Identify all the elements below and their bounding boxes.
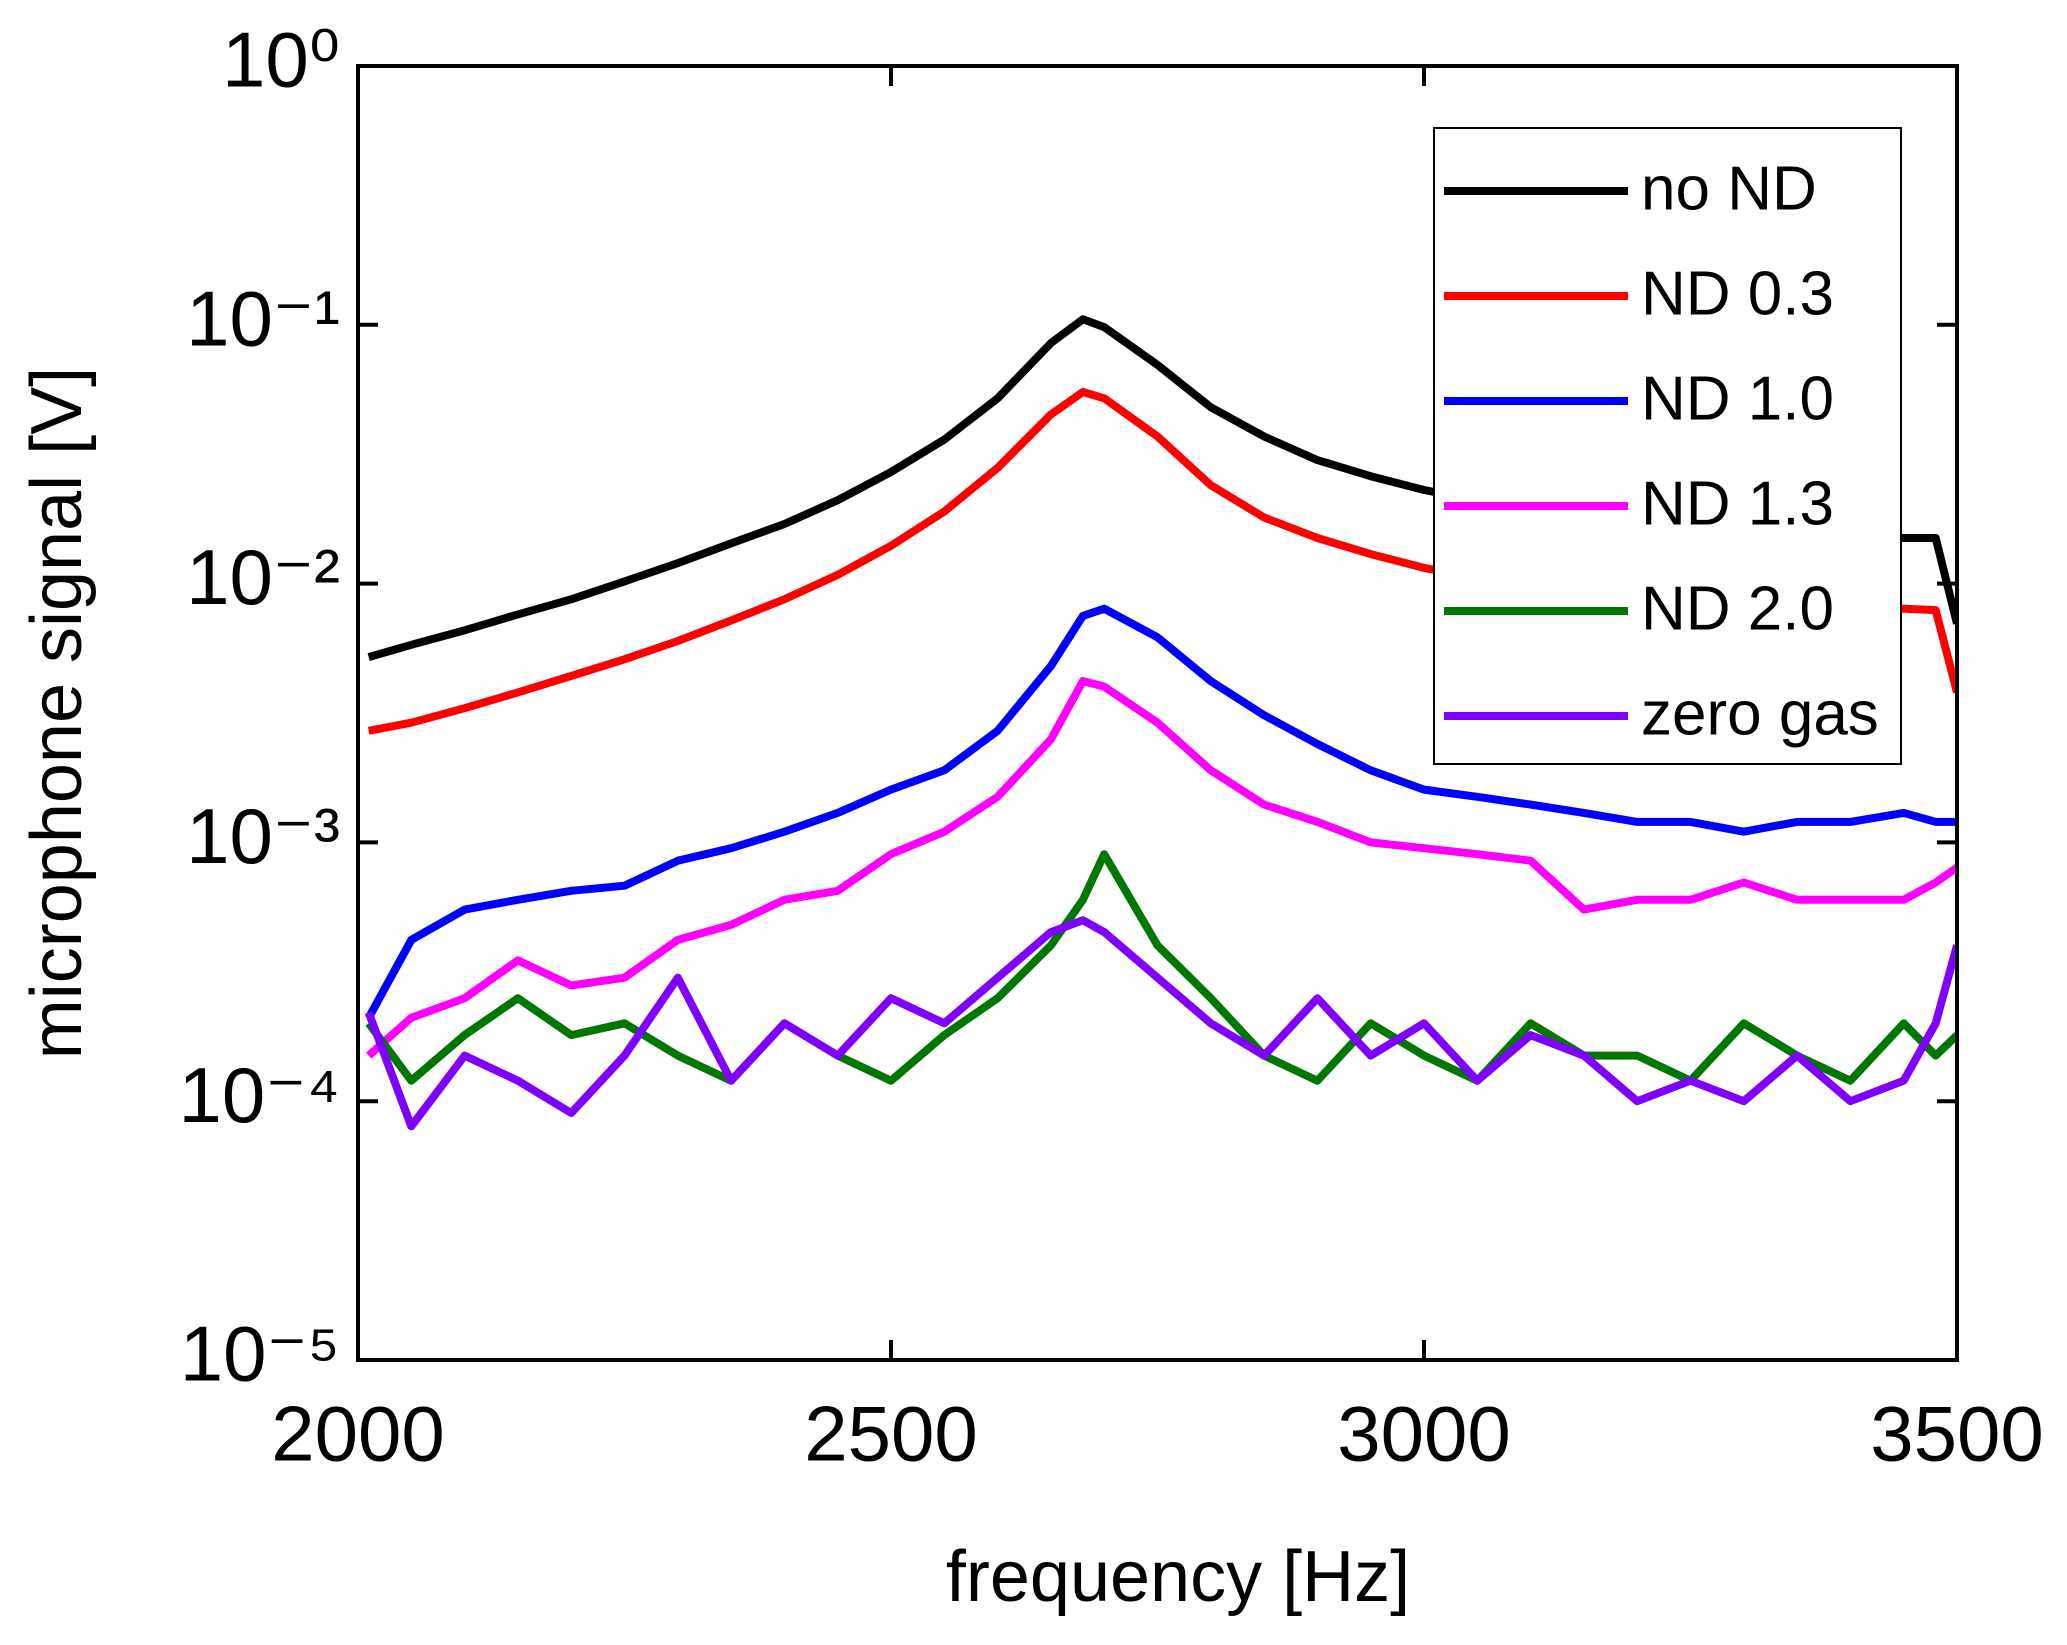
y-tick-label: 10⁻¹ [186,274,340,362]
x-tick-label: 2500 [804,1390,978,1478]
series-line [366,677,1957,1059]
legend-label: ND 2.0 [1641,574,1834,643]
legend-label: zero gas [1641,679,1879,748]
legend-box [1433,127,1902,765]
plot-frame [356,64,1959,1362]
series-line [365,604,1957,1020]
y-tick-label: 10⁻³ [186,792,340,880]
series-line [364,916,1957,1131]
x-axis-title: frequency [Hz] [946,1537,1410,1617]
x-tick-label: 3000 [1337,1390,1511,1478]
y-tick-label: 10⁻⁴ [179,1051,340,1139]
legend-label: ND 1.3 [1641,469,1834,538]
x-tick-label: 3500 [1870,1390,2044,1478]
y-tick-label: 10⁻² [186,533,340,621]
legend-label: ND 1.0 [1641,364,1834,433]
y-tick-label: 10⁻⁵ [180,1310,340,1398]
legend-label: ND 0.3 [1641,259,1834,328]
y-axis-title: microphone signal [V] [17,367,97,1059]
x-tick-label: 2000 [271,1390,445,1478]
legend-label: no ND [1641,154,1817,223]
y-tick-label: 10⁰ [222,16,340,104]
